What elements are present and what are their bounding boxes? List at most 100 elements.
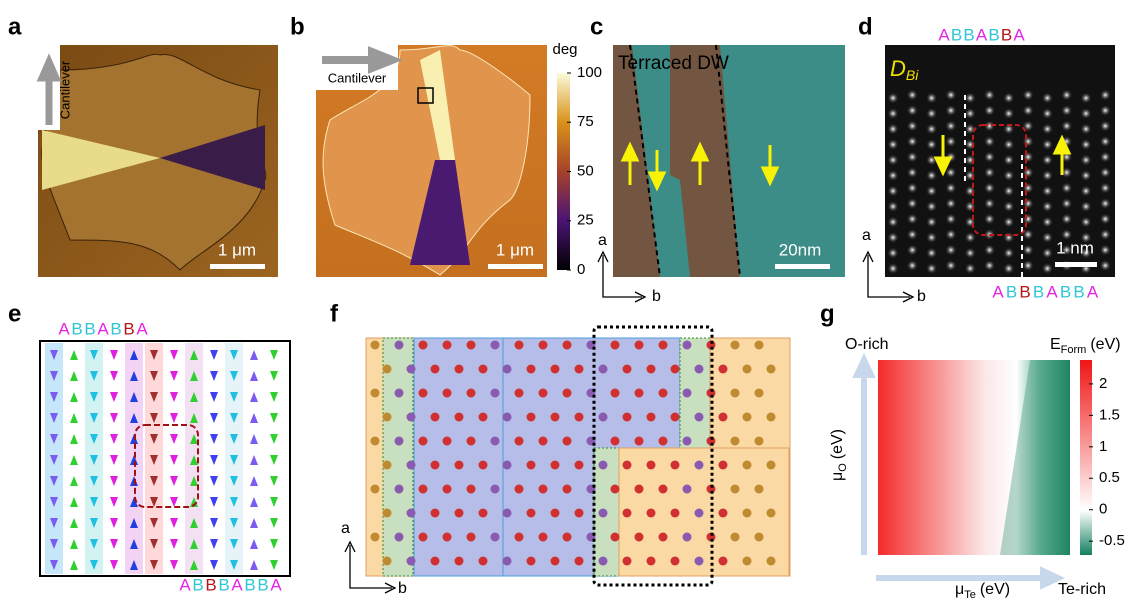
atom-column bbox=[1061, 213, 1073, 225]
atom-column bbox=[1061, 182, 1073, 194]
atom bbox=[755, 389, 764, 398]
cantilever: Cantilever bbox=[57, 60, 72, 119]
atom bbox=[515, 389, 524, 398]
atom-column bbox=[887, 232, 899, 244]
atom bbox=[719, 509, 728, 518]
tag-sub: Bi bbox=[906, 67, 919, 83]
atom-column bbox=[887, 92, 899, 104]
atom-column bbox=[1041, 123, 1053, 135]
colorbar bbox=[1080, 360, 1092, 555]
axis-b: b bbox=[917, 288, 926, 305]
atom bbox=[575, 557, 584, 566]
atom-column bbox=[964, 201, 976, 213]
atom-column bbox=[1041, 232, 1053, 244]
atom bbox=[527, 461, 536, 470]
atom bbox=[731, 437, 740, 446]
atom bbox=[479, 557, 488, 566]
atom bbox=[371, 533, 380, 542]
atom-column bbox=[1041, 247, 1053, 259]
atom-column bbox=[1080, 170, 1092, 182]
x-label: μTe(eV) bbox=[955, 581, 1010, 601]
atom-column bbox=[887, 263, 899, 275]
atom-column bbox=[1099, 105, 1111, 117]
arrow bbox=[876, 571, 1058, 585]
atom bbox=[467, 341, 476, 350]
colorbar-tick-label: 1.5 bbox=[1099, 406, 1120, 423]
x-sub: Te bbox=[964, 589, 976, 601]
cbar-symbol: E bbox=[1050, 336, 1061, 353]
atom-column bbox=[1041, 216, 1053, 228]
atom bbox=[455, 365, 464, 374]
atom-column bbox=[1003, 185, 1015, 197]
atom-column bbox=[1099, 213, 1111, 225]
axis-b: b bbox=[398, 580, 407, 597]
panel-label: f bbox=[330, 300, 339, 327]
atom bbox=[551, 509, 560, 518]
atom bbox=[635, 485, 644, 494]
atom bbox=[659, 485, 668, 494]
colorbar-tick-label: 100 bbox=[577, 64, 602, 81]
atom bbox=[743, 509, 752, 518]
atom-column bbox=[1003, 170, 1015, 182]
atom bbox=[395, 485, 404, 494]
atom bbox=[479, 413, 488, 422]
atom-column bbox=[887, 154, 899, 166]
atom-column bbox=[887, 201, 899, 213]
atom-column bbox=[887, 139, 899, 151]
colorbar-tick-label: 75 bbox=[577, 113, 594, 130]
sequence-letter: A bbox=[976, 25, 988, 44]
atom-column bbox=[1022, 105, 1034, 117]
atom-column bbox=[945, 105, 957, 117]
atom bbox=[515, 485, 524, 494]
atom-column bbox=[906, 120, 918, 132]
atom bbox=[647, 365, 656, 374]
atom bbox=[671, 509, 680, 518]
atom bbox=[479, 365, 488, 374]
atom-column bbox=[1099, 151, 1111, 163]
atom bbox=[671, 461, 680, 470]
atom bbox=[695, 557, 704, 566]
atom bbox=[455, 557, 464, 566]
scale-label: 20nm bbox=[779, 240, 822, 259]
atom-column bbox=[984, 151, 996, 163]
sequence-letter: B bbox=[218, 575, 229, 594]
atom bbox=[647, 557, 656, 566]
atom-column bbox=[1061, 89, 1073, 101]
atom bbox=[671, 557, 680, 566]
atom bbox=[575, 413, 584, 422]
atom bbox=[647, 413, 656, 422]
sequence-letter: B bbox=[1019, 282, 1030, 301]
atom-column bbox=[887, 185, 899, 197]
atom bbox=[419, 533, 428, 542]
atom bbox=[395, 389, 404, 398]
atom-column bbox=[964, 216, 976, 228]
atom bbox=[383, 413, 392, 422]
atom bbox=[503, 509, 512, 518]
atom bbox=[563, 485, 572, 494]
atom-column bbox=[1003, 247, 1015, 259]
atom bbox=[563, 533, 572, 542]
atom bbox=[719, 557, 728, 566]
title: Terraced DW bbox=[618, 53, 729, 74]
atom-column bbox=[926, 123, 938, 135]
atom bbox=[767, 461, 776, 470]
bottom-right-label: Te-rich bbox=[1058, 581, 1106, 598]
sequence-letter: A bbox=[270, 575, 282, 594]
atom-column bbox=[1041, 170, 1053, 182]
atom-column bbox=[1080, 108, 1092, 120]
atom bbox=[503, 557, 512, 566]
atom-column bbox=[906, 182, 918, 194]
atom-column bbox=[906, 244, 918, 256]
atom-column bbox=[887, 108, 899, 120]
atom-column bbox=[1003, 92, 1015, 104]
atom-column bbox=[964, 247, 976, 259]
sequence-letter: B bbox=[1001, 25, 1012, 44]
atom bbox=[551, 461, 560, 470]
atom bbox=[419, 389, 428, 398]
atom bbox=[683, 533, 692, 542]
atom bbox=[743, 365, 752, 374]
atom bbox=[623, 365, 632, 374]
atom bbox=[407, 461, 416, 470]
atom bbox=[611, 485, 620, 494]
atom bbox=[467, 389, 476, 398]
